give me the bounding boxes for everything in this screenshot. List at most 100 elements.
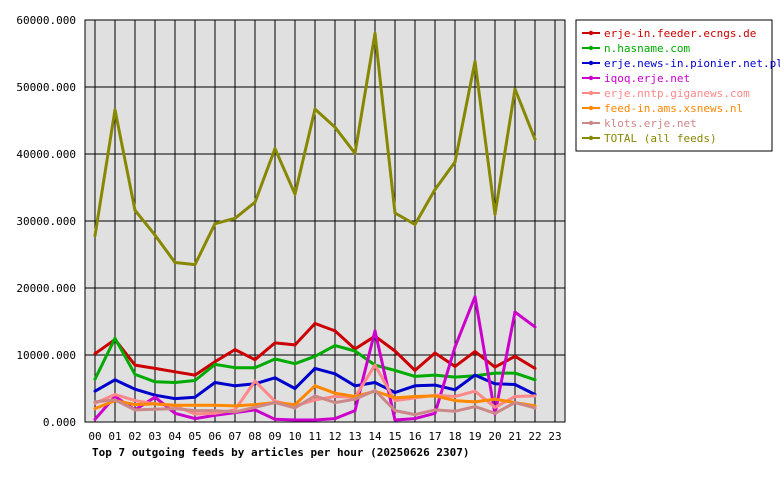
data-point — [313, 384, 317, 388]
data-point — [193, 403, 197, 407]
data-point — [133, 372, 137, 376]
x-tick-label: 12 — [328, 430, 341, 443]
data-point — [193, 412, 197, 416]
data-point — [513, 87, 517, 91]
legend-item: feed-in.ams.xsnews.nl — [582, 102, 743, 115]
data-point — [453, 345, 457, 349]
data-point — [373, 31, 377, 35]
data-point — [253, 200, 257, 204]
data-point — [253, 379, 257, 383]
data-point — [113, 398, 117, 402]
x-tick-label: 14 — [368, 430, 382, 443]
data-point — [93, 400, 97, 404]
data-point — [333, 125, 337, 129]
data-point — [213, 411, 217, 415]
x-tick-label: 20 — [488, 430, 501, 443]
data-point — [213, 403, 217, 407]
data-point — [273, 357, 277, 361]
x-tick-label: 22 — [528, 430, 541, 443]
data-point — [513, 310, 517, 314]
data-point — [433, 394, 437, 398]
data-point — [453, 409, 457, 413]
data-point — [413, 413, 417, 417]
legend-label: iqoq.erje.net — [604, 72, 690, 85]
data-point — [533, 325, 537, 329]
data-point — [453, 388, 457, 392]
data-point — [93, 352, 97, 356]
data-point — [493, 405, 497, 409]
data-point — [93, 407, 97, 411]
data-point — [173, 261, 177, 265]
data-point — [293, 418, 297, 422]
data-point — [153, 366, 157, 370]
data-point — [233, 366, 237, 370]
x-tick-label: 13 — [348, 430, 361, 443]
data-point — [453, 399, 457, 403]
data-point — [233, 404, 237, 408]
data-point — [473, 405, 477, 409]
data-point — [433, 188, 437, 192]
grid — [85, 19, 565, 423]
series-klots-erje-net — [93, 389, 537, 417]
data-point — [173, 370, 177, 374]
x-tick-label: 02 — [128, 430, 141, 443]
x-axis-ticks: 00 01 02 03 04 05 06 07 08 09 10 11 12 13 14 15 16 17 18 19… — [88, 430, 561, 443]
data-point — [453, 160, 457, 164]
data-point — [433, 383, 437, 387]
data-point — [473, 400, 477, 404]
data-point — [433, 351, 437, 355]
x-tick-label: 05 — [188, 430, 201, 443]
y-tick-label: 50000.000 — [16, 81, 76, 94]
data-point — [313, 394, 317, 398]
series-n-hasname-com — [93, 336, 537, 384]
data-point — [133, 387, 137, 391]
data-point — [393, 349, 397, 353]
x-tick-label: 10 — [288, 430, 301, 443]
data-point — [393, 399, 397, 403]
data-point — [473, 295, 477, 299]
x-tick-label: 07 — [228, 430, 241, 443]
chart-title: Top 7 outgoing feeds by articles per hou… — [92, 446, 470, 459]
data-point — [233, 410, 237, 414]
data-point — [413, 368, 417, 372]
data-point — [373, 329, 377, 333]
data-point — [213, 222, 217, 226]
series-layer — [93, 31, 537, 422]
data-point — [273, 401, 277, 405]
y-axis-ticks: 0.000 10000.000 20000.000 30000.000 40000.00… — [16, 14, 76, 429]
data-point — [193, 409, 197, 413]
data-point — [393, 391, 397, 395]
data-point — [273, 376, 277, 380]
legend-item: n.hasname.com — [582, 42, 690, 55]
legend-item: erje.news-in.pionier.net.pl — [582, 57, 780, 70]
data-point — [373, 380, 377, 384]
data-point — [213, 360, 217, 364]
data-point — [113, 393, 117, 397]
legend-marker — [588, 75, 594, 81]
data-point — [513, 401, 517, 405]
data-point — [153, 380, 157, 384]
data-point — [473, 389, 477, 393]
x-tick-label: 09 — [268, 430, 281, 443]
data-point — [253, 358, 257, 362]
x-tick-label: 15 — [388, 430, 401, 443]
data-point — [333, 372, 337, 376]
data-point — [433, 373, 437, 377]
x-tick-label: 23 — [548, 430, 561, 443]
legend-label: erje.news-in.pionier.net.pl — [604, 57, 780, 70]
data-point — [213, 362, 217, 366]
data-point — [353, 349, 357, 353]
series-erje-news-in-pionier-net-pl — [93, 366, 537, 401]
legend-box — [575, 19, 773, 152]
x-tick-label: 16 — [408, 430, 421, 443]
data-point — [413, 374, 417, 378]
data-point — [253, 408, 257, 412]
legend-label: erje.nntp.giganews.com — [604, 87, 750, 100]
legend-marker — [588, 105, 594, 111]
data-point — [333, 417, 337, 421]
data-point — [273, 341, 277, 345]
data-point — [293, 403, 297, 407]
data-point — [313, 398, 317, 402]
data-point — [173, 380, 177, 384]
data-point — [93, 389, 97, 393]
